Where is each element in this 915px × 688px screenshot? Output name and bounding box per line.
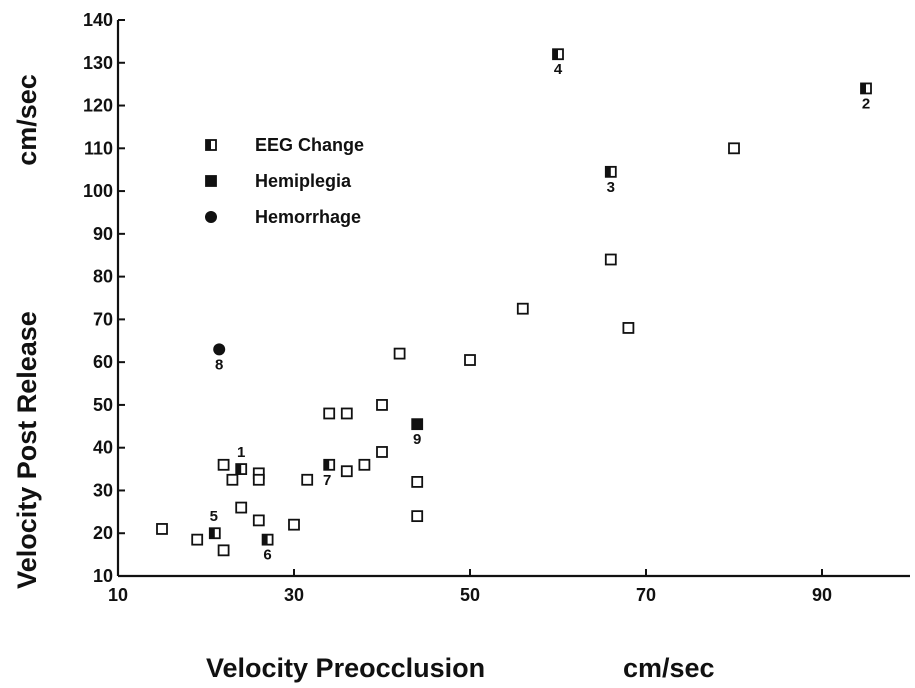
data-point — [288, 518, 300, 531]
legend-marker — [205, 139, 217, 151]
y-tick-label: 40 — [93, 438, 113, 458]
data-point — [217, 544, 230, 557]
data-point — [516, 302, 529, 315]
y-tick-label: 130 — [83, 53, 113, 73]
y-tick-label: 80 — [93, 267, 113, 287]
data-point — [217, 458, 230, 471]
point-label: 2 — [862, 95, 870, 112]
data-point — [323, 458, 336, 471]
point-label: 8 — [215, 356, 223, 373]
y-tick-label: 10 — [93, 566, 113, 586]
data-point — [411, 418, 424, 431]
data-point — [411, 476, 424, 488]
data-point — [261, 533, 274, 546]
point-label: 3 — [607, 179, 615, 196]
data-point — [340, 465, 353, 478]
legend-label: EEG Change — [255, 135, 364, 155]
data-point — [252, 514, 265, 527]
data-point — [208, 527, 221, 540]
y-tick-label: 30 — [93, 480, 113, 500]
x-axis-title: Velocity Preocclusion — [206, 653, 485, 683]
x-axis-unit: cm/sec — [623, 653, 715, 683]
y-tick-label: 70 — [93, 309, 113, 329]
data-point — [552, 48, 564, 61]
data-point — [604, 165, 617, 178]
axes — [116, 19, 910, 578]
legend-label: Hemiplegia — [255, 171, 352, 191]
x-tick-label: 10 — [108, 585, 128, 605]
y-tick-label: 20 — [93, 523, 113, 543]
y-tick-label: 110 — [84, 138, 113, 158]
data-point — [728, 142, 740, 155]
data-point — [226, 473, 239, 486]
legend: EEG Change Hemiplegia Hemorrhage — [205, 135, 364, 227]
data-point — [156, 523, 168, 535]
data-point — [604, 253, 617, 266]
data-point — [464, 354, 476, 366]
legend-marker — [205, 175, 217, 187]
legend-marker — [205, 211, 217, 223]
data-point — [191, 533, 204, 546]
data-point — [393, 347, 406, 360]
data-point — [235, 501, 248, 514]
y-tick-label: 140 — [83, 10, 113, 30]
data-point — [301, 473, 314, 486]
point-label: 5 — [210, 508, 218, 525]
point-label: 4 — [554, 61, 563, 78]
point-label: 7 — [323, 472, 331, 489]
y-tick-label: 50 — [93, 395, 113, 415]
data-point — [860, 82, 872, 95]
data-point — [358, 458, 371, 471]
data-point — [376, 446, 388, 458]
data-point — [213, 343, 226, 356]
y-axis-title: Velocity Post Release — [12, 311, 42, 589]
data-point — [411, 510, 424, 523]
x-tick-label: 50 — [460, 585, 480, 605]
point-label: 9 — [413, 431, 421, 448]
x-tick-label: 70 — [636, 585, 656, 605]
y-tick-label: 100 — [83, 181, 113, 201]
data-point — [323, 407, 336, 420]
y-tick-label: 90 — [93, 224, 113, 244]
data-point — [235, 463, 248, 475]
x-tick-label: 90 — [812, 585, 832, 605]
data-point — [622, 322, 635, 334]
data-point — [376, 399, 388, 411]
y-tick-label: 60 — [93, 352, 113, 372]
x-tick-label: 30 — [284, 585, 304, 605]
point-label: 1 — [237, 444, 245, 461]
data-points: 1 2 3 4 5 6 7 9 8 — [156, 48, 872, 564]
y-tick-label: 120 — [83, 96, 113, 116]
data-point — [340, 407, 353, 420]
y-axis-unit: cm/sec — [12, 74, 42, 166]
legend-label: Hemorrhage — [255, 207, 361, 227]
tick-labels: 10 20 30 40 50 60 70 80 90 100 110 120 130 140 10 30 50 7… — [83, 10, 832, 605]
data-point — [252, 473, 265, 486]
point-label: 6 — [263, 547, 271, 564]
